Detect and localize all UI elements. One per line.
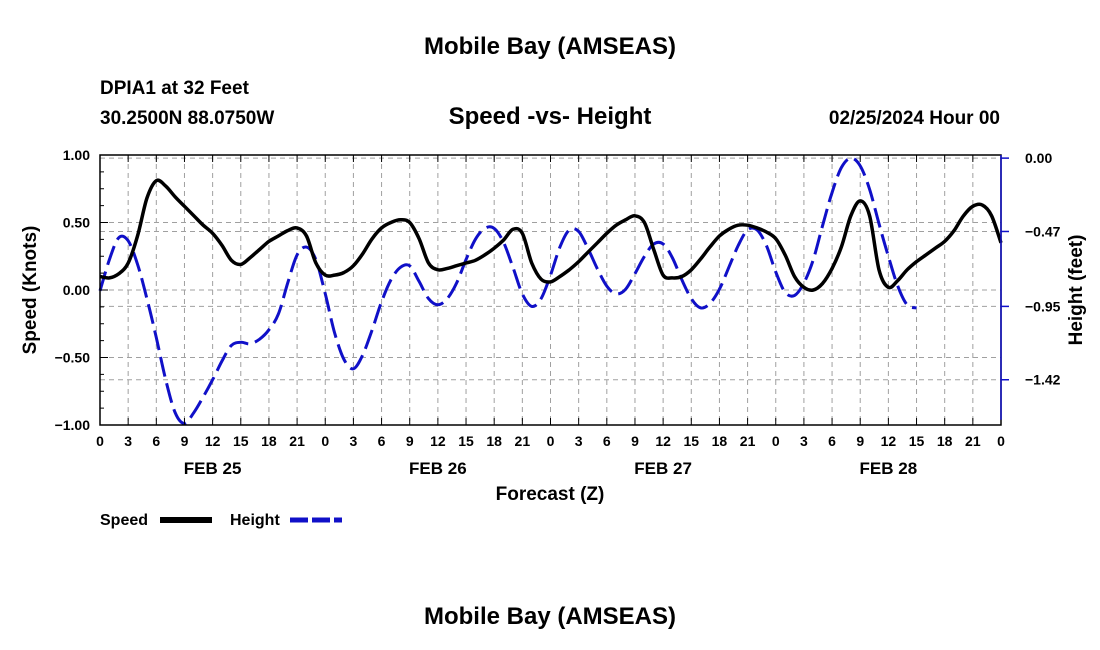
x-tick-label: 3 [124, 433, 132, 449]
x-tick-label: 6 [378, 433, 386, 449]
x-tick-label: 0 [772, 433, 780, 449]
x-tick-label: 0 [997, 433, 1005, 449]
y-right-tick-label: −1.42 [1025, 372, 1061, 388]
x-tick-label: 21 [740, 433, 756, 449]
x-tick-label: 12 [430, 433, 446, 449]
x-tick-label: 18 [712, 433, 728, 449]
x-tick-label: 3 [350, 433, 358, 449]
y-left-tick-label: 0.00 [63, 282, 90, 298]
x-tick-label: 9 [406, 433, 414, 449]
station-label: DPIA1 at 32 Feet [100, 78, 250, 99]
y-left-tick-label: −0.50 [55, 350, 91, 366]
x-tick-label: 6 [152, 433, 160, 449]
axis-ticks: 0 3 6 9 12 15 18 21 0 3 6 9 12 15 18 21 0 3 6 9 12 15 18 21 0 3 6 9… [55, 147, 1061, 478]
x-tick-label: 18 [486, 433, 502, 449]
y-right-tick-label: −0.47 [1025, 223, 1061, 239]
x-tick-label: 0 [321, 433, 329, 449]
x-tick-label: 0 [96, 433, 104, 449]
x-tick-label: 3 [800, 433, 808, 449]
x-tick-label: 12 [205, 433, 221, 449]
series-lines [98, 156, 1003, 425]
x-axis-title: Forecast (Z) [496, 484, 605, 505]
x-tick-label: 21 [515, 433, 531, 449]
x-tick-label: 3 [575, 433, 583, 449]
x-tick-label: 9 [856, 433, 864, 449]
y-right-tick-label: −0.95 [1025, 298, 1061, 314]
y-left-tick-label: 1.00 [63, 147, 90, 163]
x-tick-label: 0 [547, 433, 555, 449]
x-tick-label: 15 [683, 433, 699, 449]
series-line-height [98, 156, 917, 425]
x-tick-label: 15 [233, 433, 249, 449]
x-tick-label: 15 [458, 433, 474, 449]
datetime-label: 02/25/2024 Hour 00 [829, 108, 1000, 129]
x-tick-label: 6 [603, 433, 611, 449]
x-tick-label: 6 [828, 433, 836, 449]
x-tick-label: 21 [289, 433, 305, 449]
y-left-tick-label: 0.50 [63, 215, 90, 231]
x-tick-label: 21 [965, 433, 981, 449]
y-axis-right-title: Height (feet) [1066, 235, 1087, 346]
y-axis-left-title: Speed (Knots) [20, 226, 41, 355]
x-tick-label: 12 [881, 433, 897, 449]
series-line-speed [99, 178, 1003, 292]
footer-title: Mobile Bay (AMSEAS) [424, 603, 676, 630]
day-label: FEB 27 [634, 459, 692, 478]
x-tick-label: 15 [909, 433, 925, 449]
y-right-tick-label: 0.00 [1025, 150, 1052, 166]
day-label: FEB 26 [409, 459, 467, 478]
legend-label-height: Height [230, 512, 280, 529]
y-left-tick-label: −1.00 [55, 417, 91, 433]
page-title: Mobile Bay (AMSEAS) [424, 33, 676, 60]
legend-label-speed: Speed [100, 512, 148, 529]
x-tick-label: 18 [261, 433, 277, 449]
x-tick-label: 9 [181, 433, 189, 449]
x-tick-label: 12 [655, 433, 671, 449]
legend: Speed Height [100, 512, 342, 529]
day-label: FEB 28 [860, 459, 918, 478]
grid-lines [100, 155, 1001, 425]
day-label: FEB 25 [184, 459, 242, 478]
location-label: 30.2500N 88.0750W [100, 108, 274, 129]
chart-title: Speed -vs- Height [449, 103, 652, 130]
x-tick-label: 18 [937, 433, 953, 449]
x-tick-label: 9 [631, 433, 639, 449]
